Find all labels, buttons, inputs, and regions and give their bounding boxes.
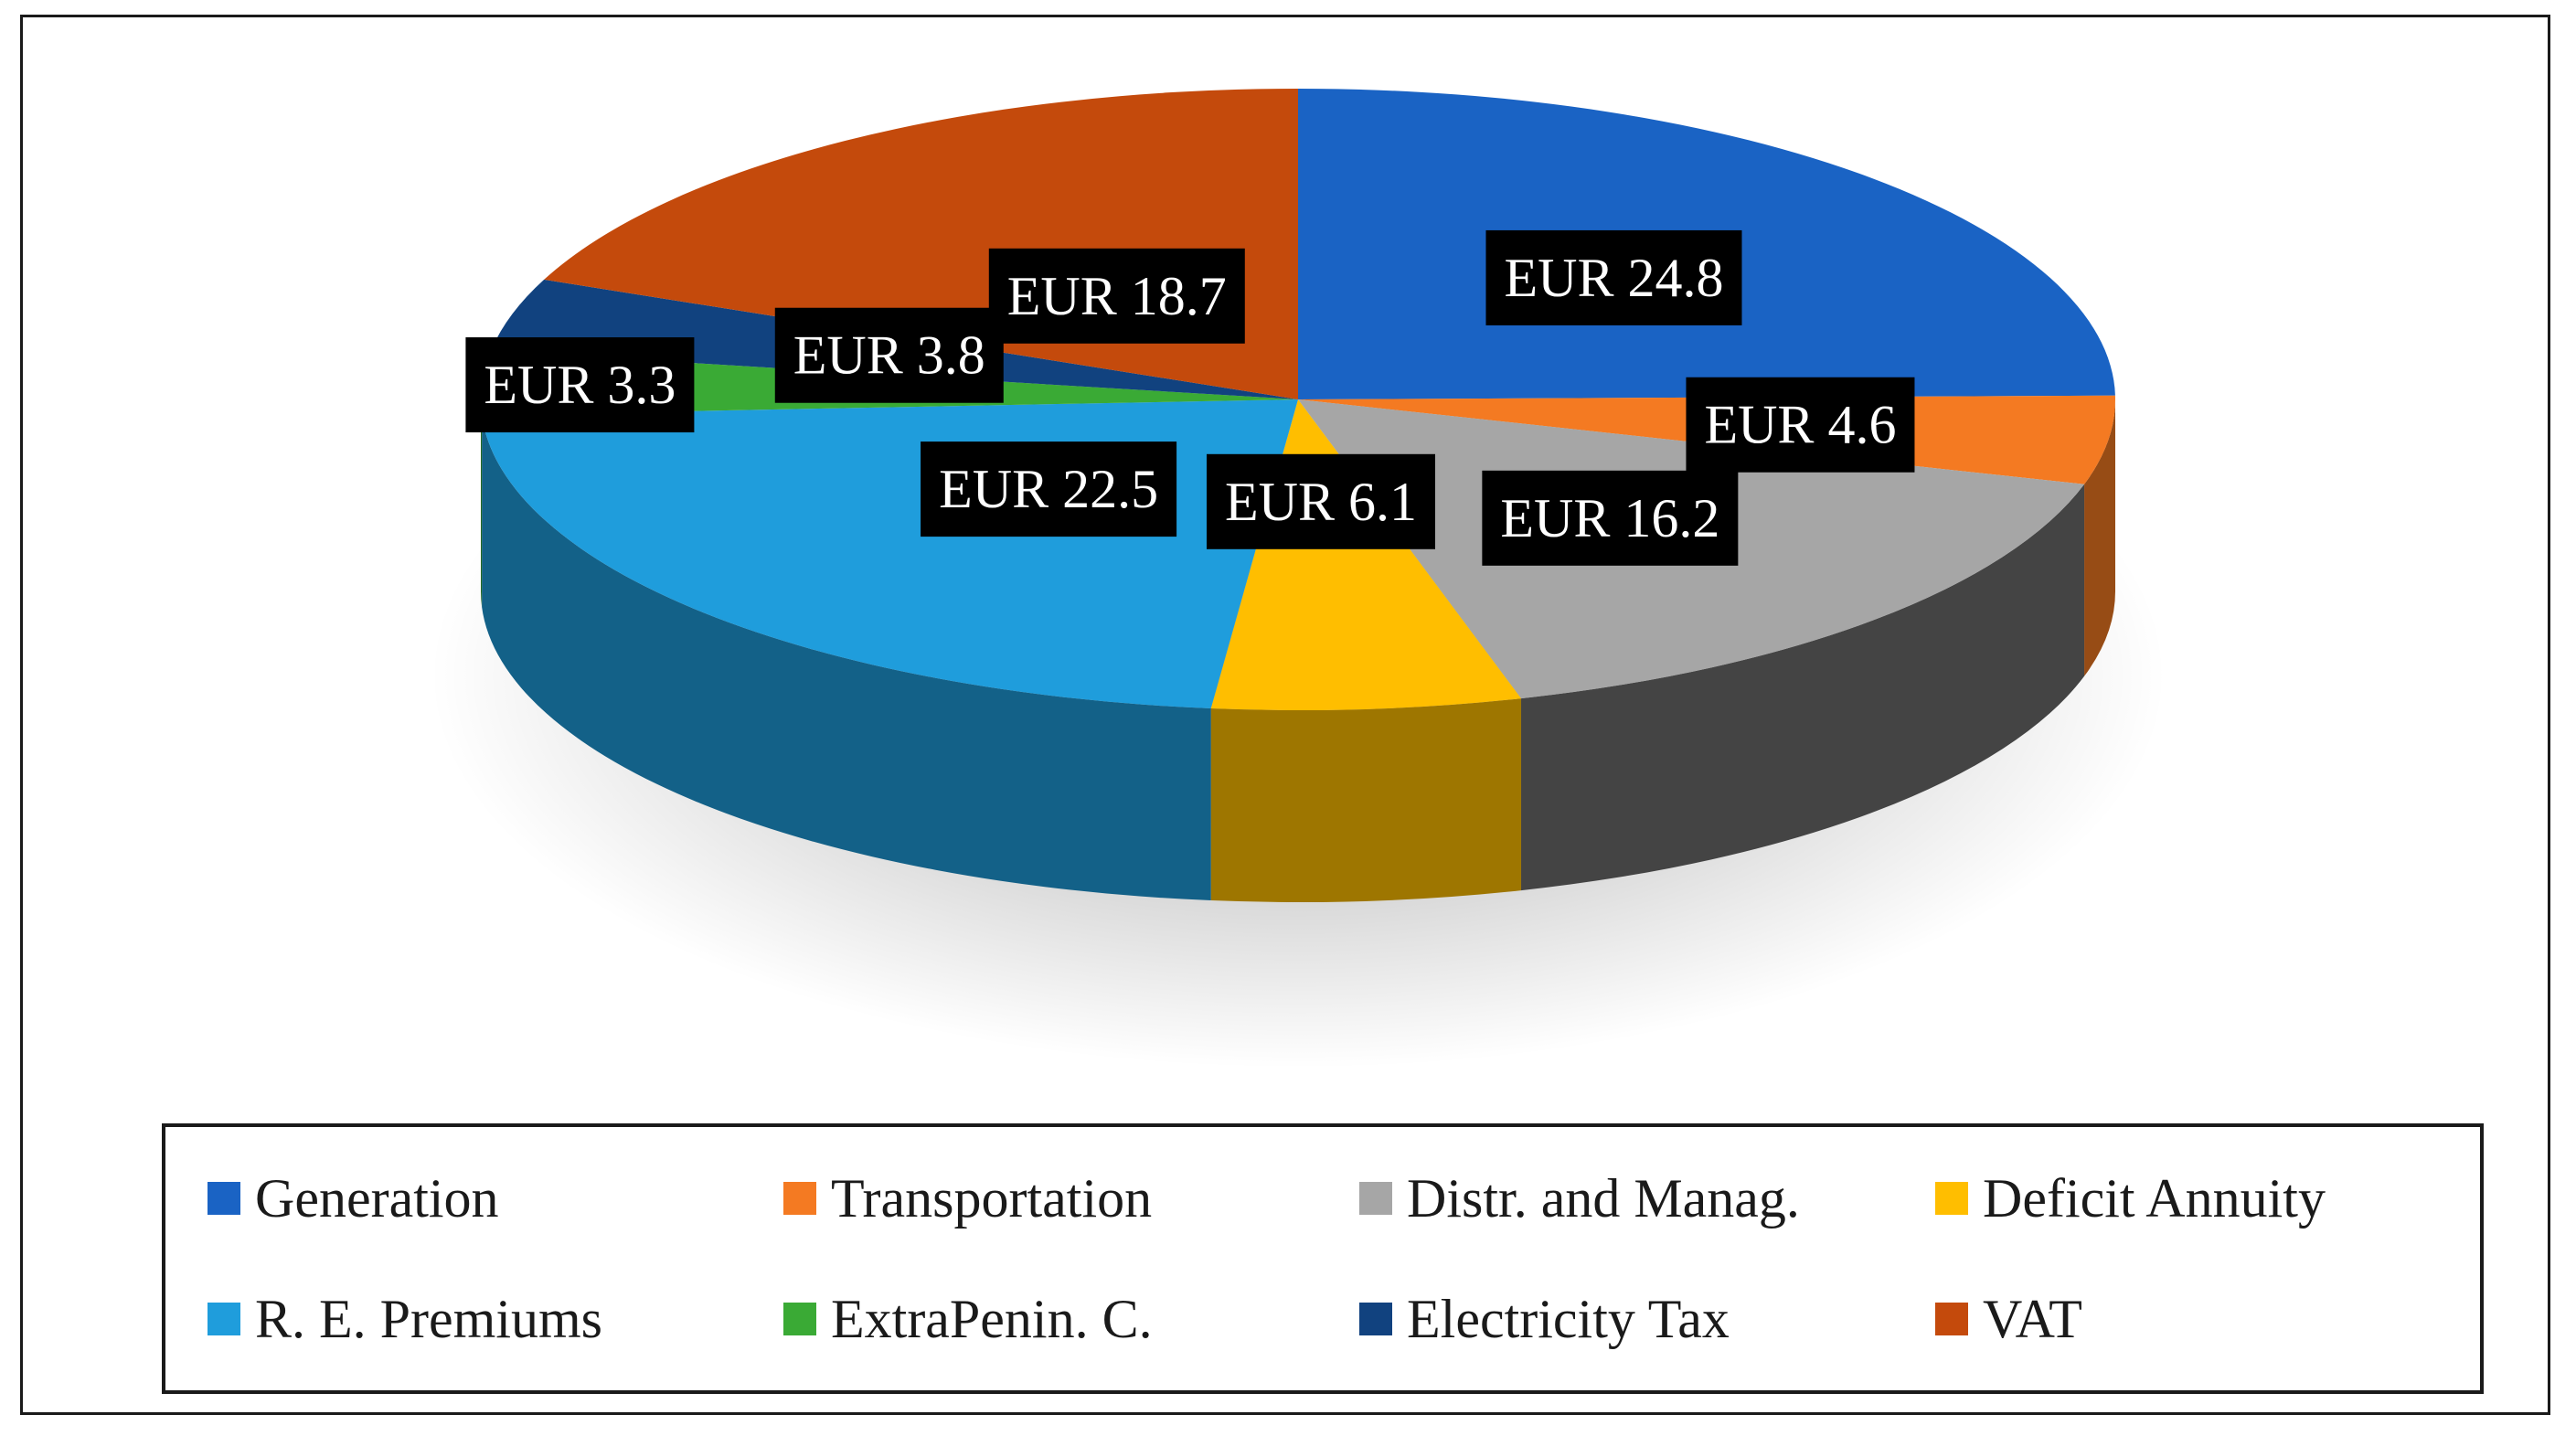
data-label-box — [1686, 377, 1915, 473]
data-label-box — [465, 337, 695, 433]
legend-label: R. E. Premiums — [255, 1288, 603, 1349]
data-label-distr-and-manag: EUR 16.2 — [1482, 470, 1739, 566]
data-label-text: EUR 3.8 — [793, 325, 985, 386]
data-label-text: EUR 4.6 — [1704, 395, 1896, 455]
pie-side-deficit-annuity — [1210, 698, 1522, 902]
pie-chart: EUR 24.8 EUR 4.6 EUR 16.2 EUR 6.1 EUR 22.5 EU… — [430, 89, 2166, 1069]
pie-sides — [481, 399, 2115, 902]
legend-swatch — [1935, 1303, 1968, 1335]
legend-swatch — [1359, 1182, 1392, 1215]
data-label-deficit-annuity: EUR 6.1 — [1206, 453, 1435, 549]
data-label-box — [1485, 229, 1742, 325]
data-label-box — [988, 248, 1245, 344]
data-label-extrapenin-c: EUR 3.3 — [465, 337, 695, 433]
legend-item-extrapenin-c: ExtraPenin. C. — [783, 1259, 1359, 1379]
data-label-text: EUR 24.8 — [1504, 248, 1723, 308]
data-label-transportation: EUR 4.6 — [1686, 377, 1915, 473]
legend-swatch — [1935, 1182, 1968, 1215]
pie-side-distr-and-manag — [1521, 484, 2085, 891]
legend-label: Transportation — [831, 1167, 1153, 1229]
legend-item-transportation: Transportation — [783, 1138, 1359, 1259]
legend-label: Electricity Tax — [1407, 1288, 1730, 1349]
legend-item-vat: VAT — [1935, 1259, 2511, 1379]
data-label-text: EUR 18.7 — [1007, 266, 1227, 326]
data-label-electricity-tax: EUR 3.8 — [774, 307, 1004, 403]
data-label-r-e-premiums: EUR 22.5 — [921, 441, 1177, 537]
legend-label: Generation — [255, 1167, 499, 1229]
legend-item-electricity-tax: Electricity Tax — [1359, 1259, 1935, 1379]
legend-swatch — [208, 1303, 240, 1335]
legend-label: Distr. and Manag. — [1407, 1167, 1800, 1229]
data-label-text: EUR 6.1 — [1225, 472, 1417, 532]
legend-label: Deficit Annuity — [1983, 1167, 2326, 1229]
legend-swatch — [208, 1182, 240, 1215]
legend-item-r-e-premiums: R. E. Premiums — [208, 1259, 783, 1379]
pie-side-r-e-premiums — [482, 415, 1211, 901]
legend-label: ExtraPenin. C. — [831, 1288, 1153, 1349]
chart-frame: EUR 24.8 EUR 4.6 EUR 16.2 EUR 6.1 EUR 22.5 EU… — [20, 15, 2550, 1415]
legend-item-deficit-annuity: Deficit Annuity — [1935, 1138, 2511, 1259]
data-label-text: EUR 16.2 — [1500, 488, 1719, 548]
data-label-text: EUR 22.5 — [939, 459, 1158, 519]
data-label-vat: EUR 18.7 — [988, 248, 1245, 344]
legend-swatch — [1359, 1303, 1392, 1335]
legend-swatch — [783, 1303, 816, 1335]
legend-swatch — [783, 1182, 816, 1215]
data-label-text: EUR 3.3 — [484, 355, 676, 415]
legend-label: VAT — [1983, 1288, 2082, 1349]
legend-item-generation: Generation — [208, 1138, 783, 1259]
data-label-box — [1206, 453, 1435, 549]
pie-side-transportation — [2084, 399, 2115, 676]
data-label-box — [921, 441, 1177, 537]
data-label-box — [774, 307, 1004, 403]
data-label-box — [1482, 470, 1739, 566]
data-label-generation: EUR 24.8 — [1485, 229, 1742, 325]
pie-data-labels: EUR 24.8 EUR 4.6 EUR 16.2 EUR 6.1 EUR 22.5 EU… — [465, 229, 1915, 566]
legend: Generation Transportation Distr. and Manag… — [162, 1123, 2484, 1394]
legend-item-distr-and-manag: Distr. and Manag. — [1359, 1138, 1935, 1259]
pie-side-extrapenin-c — [481, 399, 483, 608]
